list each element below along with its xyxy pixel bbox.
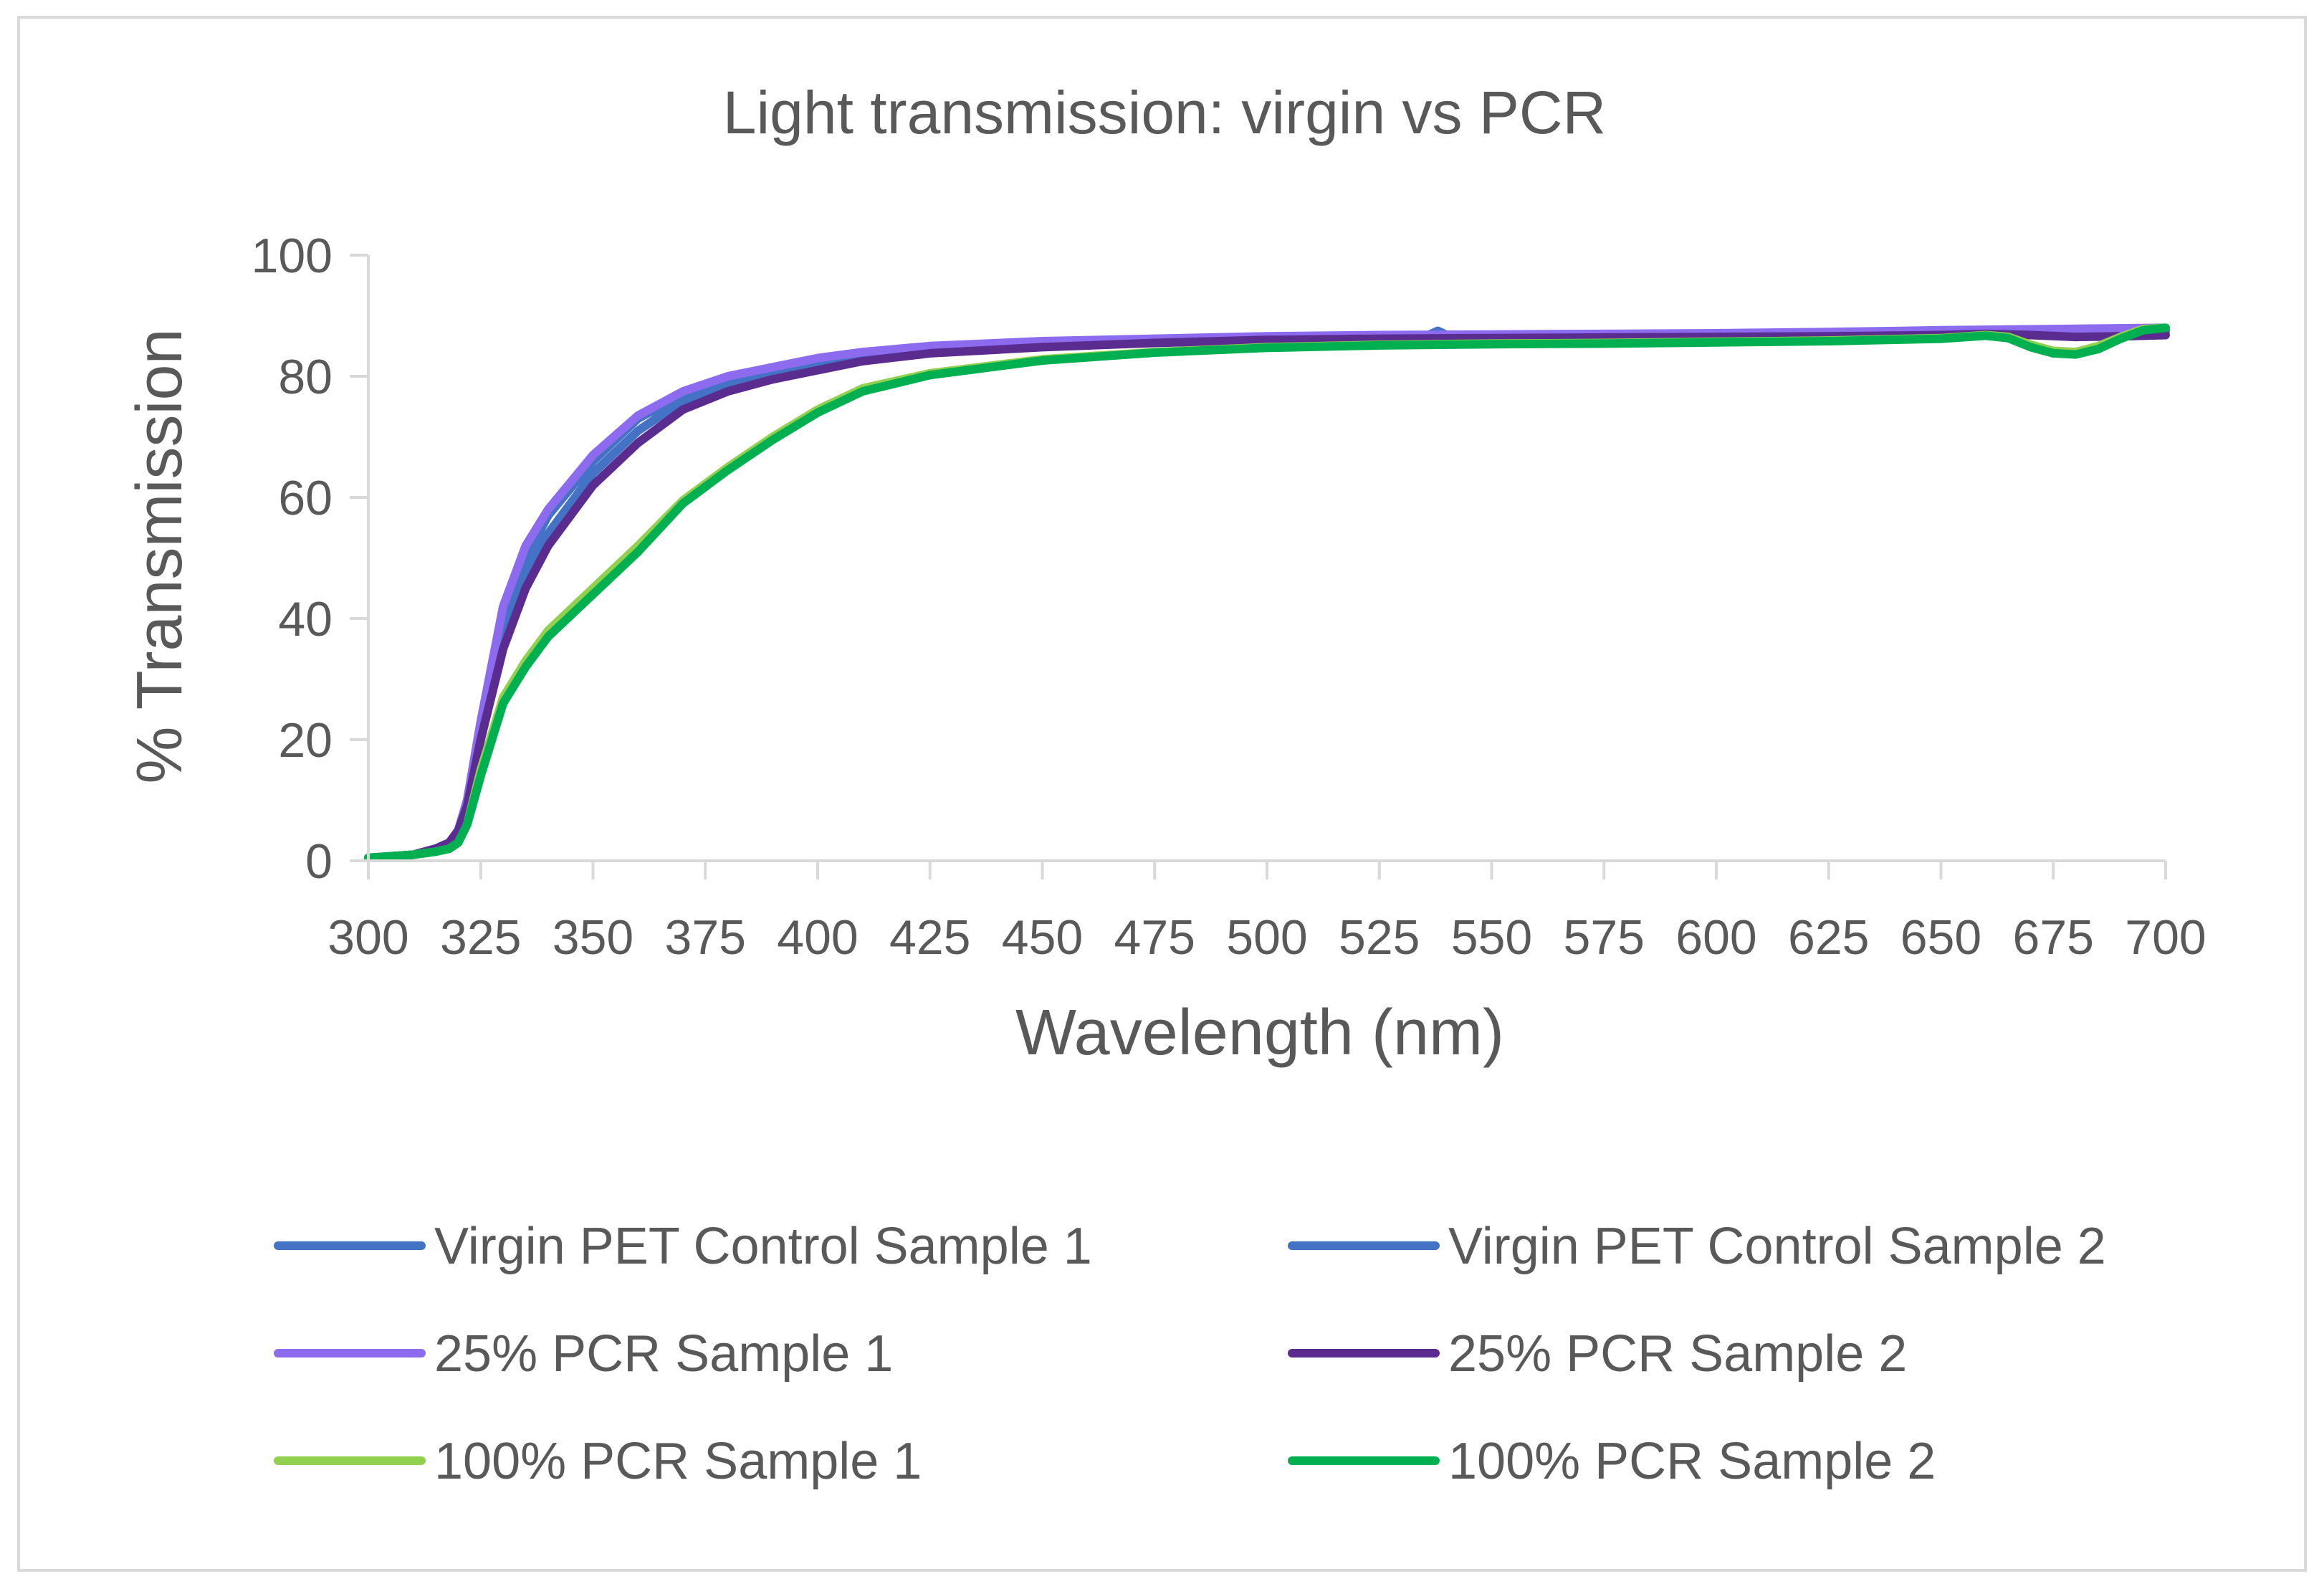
x-tick-label: 500 <box>1226 910 1307 965</box>
x-tick-label: 625 <box>1788 910 1869 965</box>
x-tick-label: 575 <box>1564 910 1645 965</box>
legend-label-4: 25% PCR Sample 2 <box>1448 1325 1907 1383</box>
legend-label-1: Virgin PET Control Sample 1 <box>434 1218 1092 1275</box>
x-tick-label: 700 <box>2125 910 2206 965</box>
y-axis-title: % Transmission <box>124 328 196 783</box>
x-tick-label: 300 <box>327 910 408 965</box>
x-tick-label: 600 <box>1675 910 1756 965</box>
x-tick-label: 425 <box>889 910 970 965</box>
series-line-1 <box>364 326 2170 862</box>
x-tick-label: 675 <box>2013 910 2094 965</box>
legend: Virgin PET Control Sample 1 Virgin PET Co… <box>274 1218 2106 1490</box>
x-axis-title: Wavelength (nm) <box>1015 997 1504 1069</box>
x-tick-label: 550 <box>1451 910 1532 965</box>
y-tick-label: 60 <box>278 471 333 525</box>
series-line-2 <box>364 327 2170 862</box>
chart-title: Light transmission: virgin vs PCR <box>723 79 1606 146</box>
y-tick-label: 20 <box>278 713 333 768</box>
x-tick-label: 400 <box>777 910 858 965</box>
series-line-5 <box>364 323 2170 862</box>
legend-label-2: Virgin PET Control Sample 2 <box>1448 1218 2106 1275</box>
x-tick-label: 475 <box>1114 910 1195 965</box>
x-tick-label: 450 <box>1002 910 1083 965</box>
y-tick-label: 0 <box>305 834 333 889</box>
x-tick-label: 375 <box>665 910 746 965</box>
axes: 0 20 40 60 80 100 300 325 350 375 400 425 450 475 500 5… <box>252 229 2206 965</box>
legend-label-5: 100% PCR Sample 1 <box>434 1433 922 1490</box>
chart-container: Light transmission: virgin vs PCR 0 20 40 6… <box>17 16 2307 1572</box>
x-tick-label: 325 <box>440 910 521 965</box>
y-tick-label: 40 <box>278 592 333 646</box>
series-line-6 <box>364 323 2170 862</box>
x-tick-label: 350 <box>553 910 633 965</box>
legend-label-3: 25% PCR Sample 1 <box>434 1325 893 1383</box>
plot-area <box>364 323 2170 862</box>
y-tick-label: 80 <box>278 350 333 404</box>
legend-label-6: 100% PCR Sample 2 <box>1448 1433 1936 1490</box>
line-chart: Light transmission: virgin vs PCR 0 20 40 6… <box>124 79 2206 1490</box>
y-tick-label: 100 <box>252 229 333 283</box>
x-tick-label: 650 <box>1900 910 1981 965</box>
x-tick-label: 525 <box>1339 910 1420 965</box>
series-line-3 <box>364 323 2170 862</box>
